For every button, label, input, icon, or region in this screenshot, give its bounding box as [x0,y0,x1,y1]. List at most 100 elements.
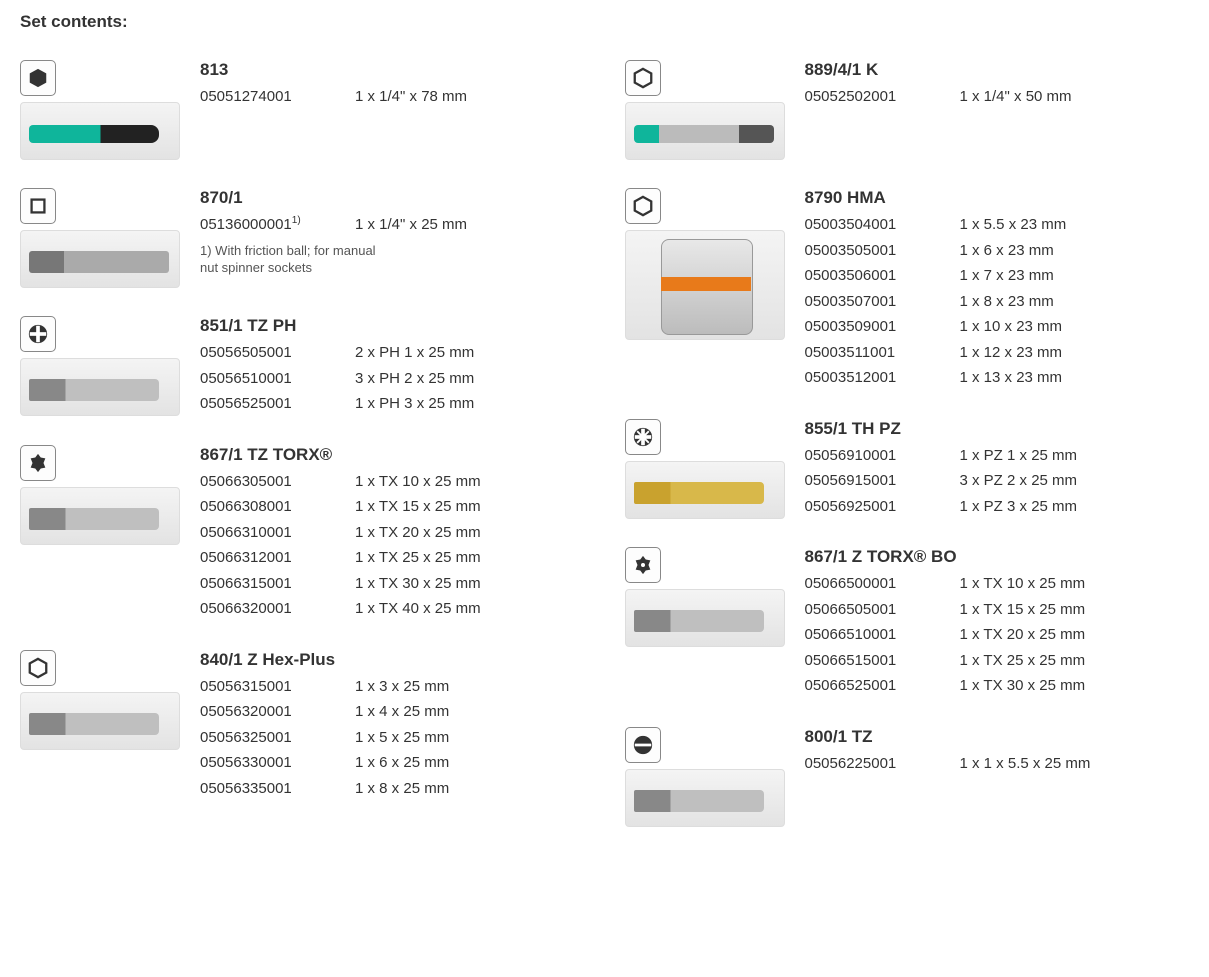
page-title: Set contents: [20,12,1189,32]
sku: 05066525001 [805,673,960,699]
spec-row: 050563150011 x 3 x 25 mm [200,674,585,700]
spec-row: 050663100011 x TX 20 x 25 mm [200,520,585,546]
spec-row: 050563250011 x 5 x 25 mm [200,725,585,751]
spec-rows: 050665000011 x TX 10 x 25 mm050665050011… [805,571,1190,699]
size: 1 x 1/4" x 25 mm [355,212,467,238]
product-visual [20,188,200,288]
size: 1 x TX 10 x 25 mm [960,571,1086,597]
size: 1 x 7 x 23 mm [960,263,1054,289]
left-column: 813050512740011 x 1/4" x 78 mm870/105136… [20,60,585,855]
spec-rows: 050562250011 x 1 x 5.5 x 25 mm [805,751,1190,777]
product-visual [20,650,200,802]
spec-row: 050563300011 x 6 x 25 mm [200,750,585,776]
pozidriv-icon [625,419,661,455]
product-visual [625,419,805,520]
size: 2 x PH 1 x 25 mm [355,340,474,366]
spec-row: 050035060011 x 7 x 23 mm [805,263,1190,289]
size: 1 x TX 20 x 25 mm [355,520,481,546]
product-visual [20,445,200,622]
sku: 05066320001 [200,596,355,622]
product-model: 8790 HMA [805,188,1190,208]
product-details: 855/1 TH PZ050569100011 x PZ 1 x 25 mm05… [805,419,1190,520]
product-item: 870/1051360000011)1 x 1/4" x 25 mm1) Wit… [20,188,585,288]
size: 1 x 6 x 23 mm [960,238,1054,264]
product-details: 840/1 Z Hex-Plus 050563150011 x 3 x 25 mm… [200,650,585,802]
spec-row: 050512740011 x 1/4" x 78 mm [200,84,585,110]
phillips-icon [20,316,56,352]
size: 1 x 1/4" x 50 mm [960,84,1072,110]
spec-row: 050035110011 x 12 x 23 mm [805,340,1190,366]
size: 3 x PH 2 x 25 mm [355,366,474,392]
product-model: 855/1 TH PZ [805,419,1190,439]
spec-row: 050035070011 x 8 x 23 mm [805,289,1190,315]
product-image [625,589,785,647]
square-outline-icon [20,188,56,224]
spec-row: 050663120011 x TX 25 x 25 mm [200,545,585,571]
product-image [20,692,180,750]
product-model: 840/1 Z Hex-Plus [200,650,585,670]
product-visual [20,316,200,417]
product-image [20,102,180,160]
spec-row: 050035120011 x 13 x 23 mm [805,365,1190,391]
product-model: 867/1 Z TORX® BO [805,547,1190,567]
spec-row: 050663080011 x TX 15 x 25 mm [200,494,585,520]
hex-outline-icon [625,188,661,224]
size: 1 x 1/4" x 78 mm [355,84,467,110]
sku: 05003509001 [805,314,960,340]
size: 1 x PH 3 x 25 mm [355,391,474,417]
size: 1 x 3 x 25 mm [355,674,449,700]
spec-row: 051360000011)1 x 1/4" x 25 mm [200,212,585,238]
product-image [20,230,180,288]
spec-row: 050665150011 x TX 25 x 25 mm [805,648,1190,674]
size: 1 x 8 x 25 mm [355,776,449,802]
product-visual [625,188,805,391]
product-image [625,230,785,340]
product-image [625,461,785,519]
product-item: 813 050512740011 x 1/4" x 78 mm [20,60,585,160]
sku: 05056925001 [805,494,960,520]
sku: 05066515001 [805,648,960,674]
product-visual [625,727,805,827]
footnote: 1) With friction ball; for manual nut sp… [200,242,380,277]
product-visual [20,60,200,160]
spec-row: 050569150013 x PZ 2 x 25 mm [805,468,1190,494]
sku: 05056505001 [200,340,355,366]
spec-rows: 050035040011 x 5.5 x 23 mm050035050011 x… [805,212,1190,391]
sku: 05066510001 [805,622,960,648]
size: 1 x TX 40 x 25 mm [355,596,481,622]
sku: 05056320001 [200,699,355,725]
product-model: 813 [200,60,585,80]
sku: 05056525001 [200,391,355,417]
size: 3 x PZ 2 x 25 mm [960,468,1078,494]
size: 1 x 1 x 5.5 x 25 mm [960,751,1091,777]
spec-row: 050565100013 x PH 2 x 25 mm [200,366,585,392]
sku-superscript: 1) [292,215,301,226]
sku: 05056225001 [805,751,960,777]
sku: 05056335001 [200,776,355,802]
size: 1 x TX 30 x 25 mm [960,673,1086,699]
size: 1 x PZ 3 x 25 mm [960,494,1078,520]
spec-rows: 050565050012 x PH 1 x 25 mm050565100013 … [200,340,585,417]
product-model: 867/1 TZ TORX® [200,445,585,465]
product-model: 889/4/1 K [805,60,1190,80]
product-item: 867/1 Z TORX® BO 050665000011 x TX 10 x 2… [625,547,1190,699]
sku: 05003505001 [805,238,960,264]
size: 1 x TX 30 x 25 mm [355,571,481,597]
product-details: 8790 HMA 050035040011 x 5.5 x 23 mm050035… [805,188,1190,391]
right-column: 889/4/1 K050525020011 x 1/4" x 50 mm8790… [625,60,1190,855]
product-image [625,769,785,827]
sku: 05003512001 [805,365,960,391]
product-item: 851/1 TZ PH050565050012 x PH 1 x 25 mm05… [20,316,585,417]
product-item: 867/1 TZ TORX®050663050011 x TX 10 x 25 … [20,445,585,622]
product-details: 813 050512740011 x 1/4" x 78 mm [200,60,585,160]
size: 1 x TX 25 x 25 mm [960,648,1086,674]
product-visual [625,547,805,699]
sku: 05003504001 [805,212,960,238]
spec-row: 050565250011 x PH 3 x 25 mm [200,391,585,417]
size: 1 x TX 15 x 25 mm [355,494,481,520]
product-item: 855/1 TH PZ050569100011 x PZ 1 x 25 mm05… [625,419,1190,520]
size: 1 x 13 x 23 mm [960,365,1063,391]
size: 1 x TX 20 x 25 mm [960,622,1086,648]
product-details: 867/1 Z TORX® BO 050665000011 x TX 10 x 2… [805,547,1190,699]
product-details: 800/1 TZ050562250011 x 1 x 5.5 x 25 mm [805,727,1190,827]
